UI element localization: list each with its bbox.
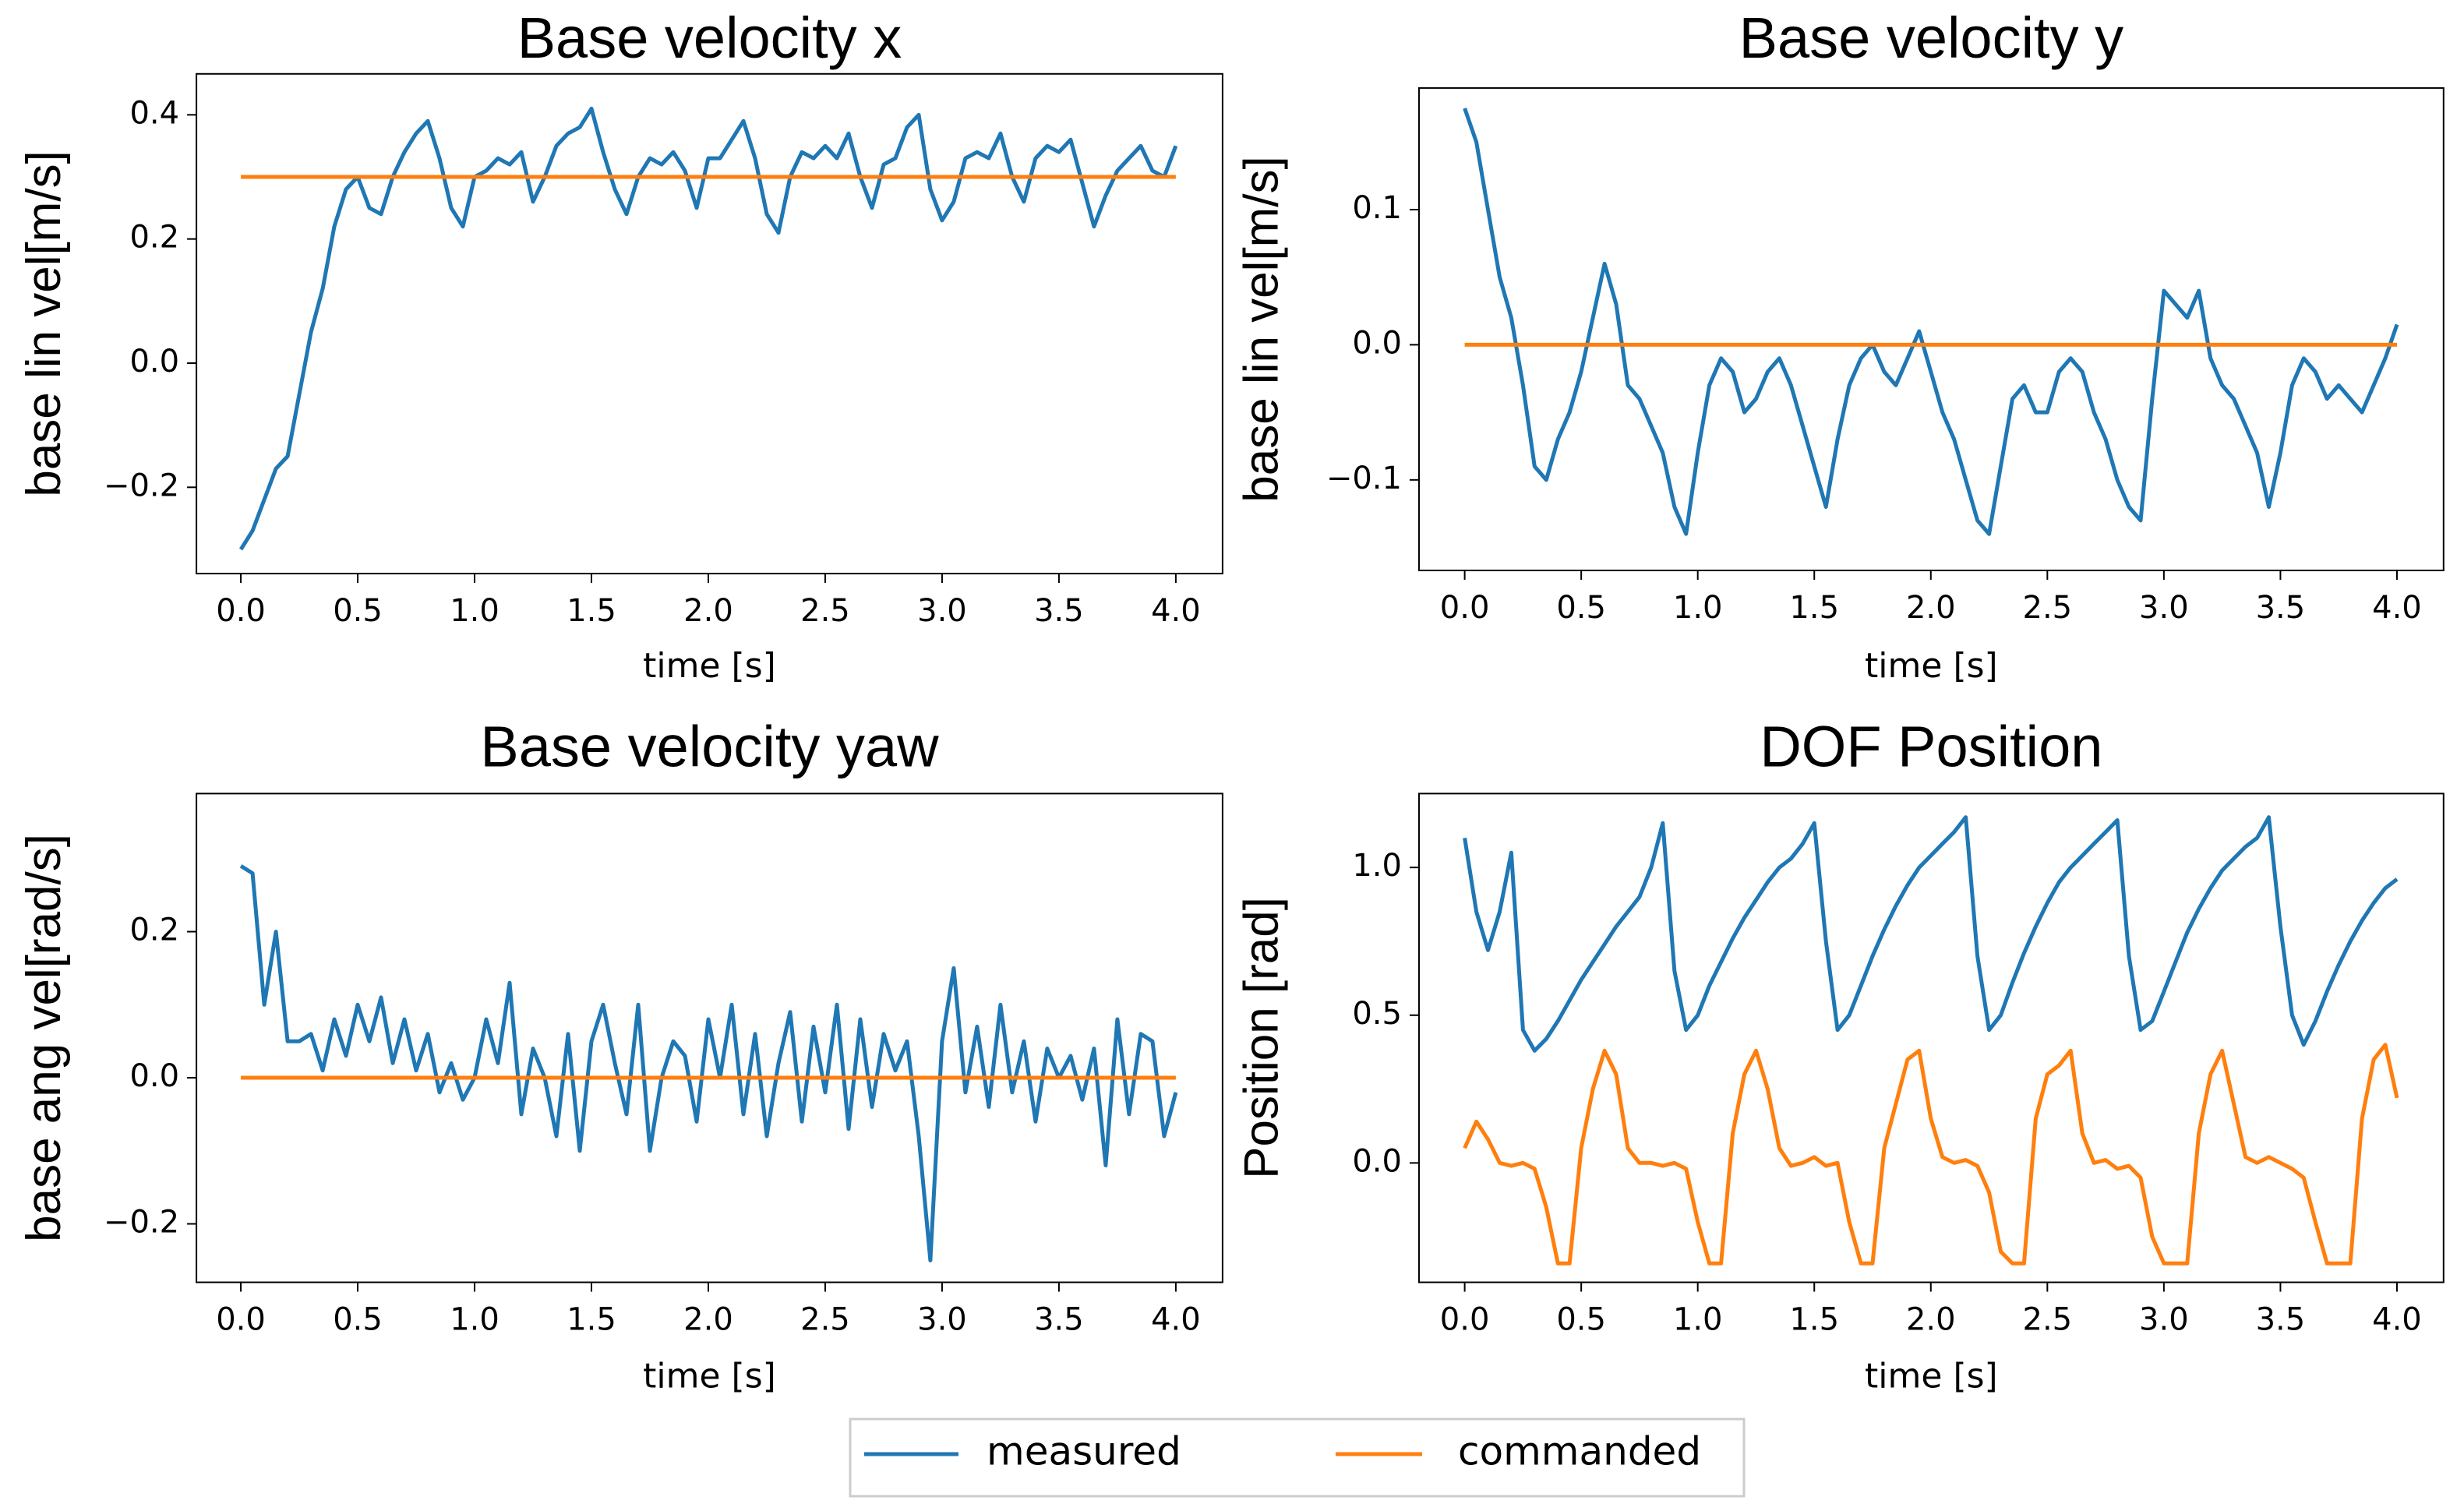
x-axis-label: time [s] [1865,646,1998,686]
y-tick-label: −0.1 [1326,461,1402,496]
x-tick-label: 2.0 [1906,1302,1956,1338]
x-tick-label: 0.0 [216,593,266,629]
x-tick-label: 0.5 [1556,590,1606,626]
y-axis-label: Position [rad] [1235,897,1289,1179]
x-tick-label: 3.0 [917,593,967,629]
y-tick-label: 0.0 [129,1058,179,1094]
x-tick-label: 0.0 [1440,590,1490,626]
y-tick-label: 0.4 [129,95,179,131]
legend-label: commanded [1458,1429,1701,1474]
x-tick-label: 3.5 [1034,593,1084,629]
chart-title: Base velocity yaw [480,714,939,778]
chart-title: Base velocity y [1739,5,2124,70]
x-tick-label: 0.0 [216,1302,266,1338]
x-tick-label: 1.0 [450,1302,500,1338]
line-series [239,864,1178,1262]
line-series [1463,1043,2399,1266]
x-tick-label: 2.5 [2023,1302,2073,1338]
x-tick-label: 4.0 [2372,590,2422,626]
axes-frame [196,72,1223,575]
x-tick-label: 1.0 [1673,1302,1723,1338]
y-tick-label: 0.0 [1352,1143,1402,1179]
x-tick-label: 0.5 [1556,1302,1606,1338]
x-tick-label: 2.0 [1906,590,1956,626]
x-tick-label: 1.5 [1789,1302,1839,1338]
x-tick-label: 3.0 [2139,1302,2189,1338]
x-axis-label: time [s] [643,1357,776,1396]
x-tick-label: 0.5 [333,593,383,629]
x-tick-label: 4.0 [2372,1302,2422,1338]
x-tick-label: 3.0 [917,1302,967,1338]
y-tick-label: 0.0 [129,344,179,380]
y-tick-label: 0.5 [1352,996,1402,1032]
legend-box [849,1417,1746,1498]
x-tick-label: 3.5 [1034,1302,1084,1338]
line-series [1463,815,2399,1053]
x-tick-label: 0.0 [1440,1302,1490,1338]
y-axis-label: base ang vel[rad/s] [17,834,71,1242]
x-tick-label: 2.5 [2023,590,2073,626]
x-tick-label: 3.0 [2139,590,2189,626]
y-tick-label: 0.1 [1352,190,1402,226]
y-tick-label: 1.0 [1352,848,1402,884]
y-tick-label: 0.2 [129,220,179,256]
x-tick-label: 1.5 [567,593,616,629]
x-tick-label: 2.5 [800,1302,850,1338]
axes-frame [1417,86,2445,572]
x-axis-label: time [s] [1865,1357,1998,1396]
y-tick-label: −0.2 [104,1205,179,1241]
x-tick-label: 2.5 [800,593,850,629]
x-tick-label: 1.0 [1673,590,1723,626]
x-tick-label: 1.5 [567,1302,616,1338]
y-tick-label: −0.2 [104,468,179,503]
x-tick-label: 3.5 [2256,590,2306,626]
axes-frame [196,793,1223,1283]
chart-title: DOF Position [1760,714,2102,778]
x-tick-label: 0.5 [333,1302,383,1338]
chart-title: Base velocity x [517,5,902,70]
x-tick-label: 2.0 [683,1302,733,1338]
x-tick-label: 1.0 [450,593,500,629]
x-tick-label: 3.5 [2256,1302,2306,1338]
y-axis-label: base lin vel[m/s] [17,150,71,497]
legend-label: measured [987,1429,1181,1474]
x-tick-label: 4.0 [1151,1302,1201,1338]
line-series [238,106,1178,551]
y-tick-label: 0.0 [1352,325,1402,361]
y-tick-label: 0.2 [129,913,179,948]
line-series [1463,108,2399,536]
x-tick-label: 2.0 [683,593,733,629]
x-tick-label: 1.5 [1789,590,1839,626]
y-axis-label: base lin vel[m/s] [1235,156,1289,503]
x-tick-label: 4.0 [1151,593,1201,629]
x-axis-label: time [s] [643,646,776,686]
axes-frame [1417,793,2445,1283]
